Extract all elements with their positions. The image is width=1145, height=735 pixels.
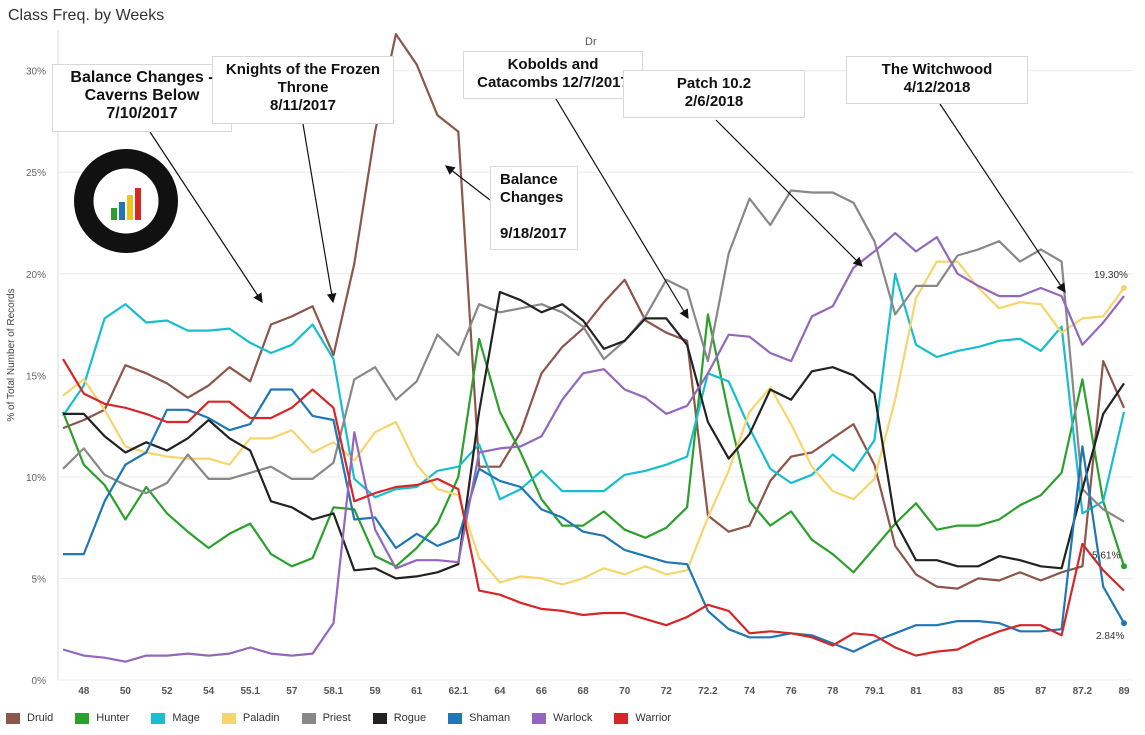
x-tick-label: 61 <box>411 686 423 697</box>
legend-item-priest: Priest <box>301 712 351 724</box>
annotation-caverns-below: Balance Changes - Caverns Below 7/10/201… <box>52 64 232 132</box>
x-tick-label: 59 <box>369 686 381 697</box>
legend-swatch <box>448 712 463 724</box>
legend-label: Mage <box>172 712 200 724</box>
annotation-arrow <box>939 103 1066 293</box>
x-tick-label: 85 <box>994 686 1006 697</box>
annotation-arrow <box>445 165 491 201</box>
data-reaper-logo <box>73 148 179 254</box>
y-tick-label: 25% <box>26 168 46 179</box>
x-tick-label: 72.2 <box>698 686 718 697</box>
y-tick-label: 15% <box>26 371 46 382</box>
chart-subtitle: Dr <box>585 36 597 48</box>
annotation-arrow <box>555 98 689 320</box>
x-tick-label: 68 <box>578 686 590 697</box>
legend-label: Druid <box>27 712 54 724</box>
annotation-arrow <box>715 119 863 267</box>
legend-label: Hunter <box>96 712 130 724</box>
legend-label: Shaman <box>469 712 511 724</box>
x-tick-label: 55.1 <box>241 686 261 697</box>
series-line-druid <box>62 32 1126 590</box>
y-tick-label: 0% <box>32 676 47 687</box>
end-label-shaman: 2.84% <box>1096 631 1124 642</box>
legend-swatch <box>75 712 90 724</box>
x-tick-label: 89 <box>1118 686 1130 697</box>
legend-item-warlock: Warlock <box>532 712 592 724</box>
x-tick-label: 72 <box>661 686 673 697</box>
legend-swatch <box>301 712 316 724</box>
x-tick-label: 83 <box>952 686 964 697</box>
legend-swatch <box>151 712 166 724</box>
annotation-frozen-throne: Knights of the Frozen Throne 8/11/2017 <box>212 56 394 124</box>
x-tick-label: 87 <box>1035 686 1047 697</box>
legend-label: Warlock <box>553 712 593 724</box>
x-tick-label: 57 <box>286 686 298 697</box>
legend-label: Priest <box>322 712 351 724</box>
legend-swatch <box>6 712 20 724</box>
x-tick-label: 48 <box>78 686 90 697</box>
legend-item-druid: Druid <box>6 712 53 724</box>
annotation-kobolds: Kobolds and Catacombs 12/7/2017 <box>463 51 643 99</box>
x-tick-label: 70 <box>619 686 631 697</box>
x-tick-label: 76 <box>786 686 798 697</box>
y-axis-label: % of Total Number of Records <box>6 288 17 421</box>
y-tick-label: 5% <box>32 574 47 585</box>
x-tick-label: 54 <box>203 686 215 697</box>
series-line-shaman <box>63 388 1125 653</box>
end-marker-hunter <box>1121 563 1127 570</box>
annotation-balance-changes-sept: Balance Changes 9/18/2017 <box>490 166 578 250</box>
end-label-hunter: 5.61% <box>1092 550 1120 561</box>
legend-swatch <box>372 712 387 724</box>
end-marker-paladin <box>1121 284 1127 291</box>
series-line-priest <box>62 189 1125 523</box>
x-tick-label: 64 <box>494 686 506 697</box>
legend-item-shaman: Shaman <box>448 712 510 724</box>
series-line-rogue <box>63 290 1125 580</box>
legend-label: Rogue <box>393 712 427 724</box>
legend-swatch <box>614 712 629 724</box>
x-tick-label: 50 <box>120 686 132 697</box>
x-tick-label: 58.1 <box>324 686 344 697</box>
legend-item-mage: Mage <box>151 712 200 724</box>
end-label-paladin: 19.30% <box>1094 270 1128 281</box>
legend-item-paladin: Paladin <box>221 712 280 724</box>
series-line-paladin <box>62 260 1125 586</box>
legend-item-rogue: Rogue <box>372 712 427 724</box>
series-line-hunter <box>61 313 1126 574</box>
legend-item-hunter: Hunter <box>75 712 129 724</box>
series-line-warlock <box>62 232 1125 663</box>
annotation-arrow <box>149 131 263 304</box>
x-tick-label: 66 <box>536 686 548 697</box>
x-tick-label: 52 <box>161 686 173 697</box>
y-tick-label: 20% <box>26 270 46 281</box>
legend: Druid Hunter Mage Paladin Priest Rogue Shaman W… <box>6 712 693 724</box>
x-tick-label: 78 <box>827 686 839 697</box>
end-marker-shaman <box>1121 620 1127 627</box>
chart-title: Class Freq. by Weeks <box>8 7 165 24</box>
x-tick-label: 79.1 <box>865 686 885 697</box>
annotation-witchwood: The Witchwood 4/12/2018 <box>846 56 1028 104</box>
annotation-arrow <box>302 123 337 304</box>
legend-swatch <box>221 712 236 724</box>
legend-item-warrior: Warrior <box>614 712 671 724</box>
x-tick-label: 81 <box>910 686 922 697</box>
legend-swatch <box>532 712 547 724</box>
y-tick-label: 30% <box>26 67 46 78</box>
legend-label: Paladin <box>242 712 280 724</box>
annotation-patch-10-2: Patch 10.2 2/6/2018 <box>623 70 805 118</box>
series-line-warrior <box>62 358 1125 657</box>
y-tick-label: 10% <box>26 473 46 484</box>
x-tick-label: 62.1 <box>449 686 469 697</box>
x-tick-label: 87.2 <box>1073 686 1093 697</box>
series-line-mage <box>62 272 1126 515</box>
x-tick-label: 74 <box>744 686 756 697</box>
legend-label: Warrior <box>635 712 672 724</box>
